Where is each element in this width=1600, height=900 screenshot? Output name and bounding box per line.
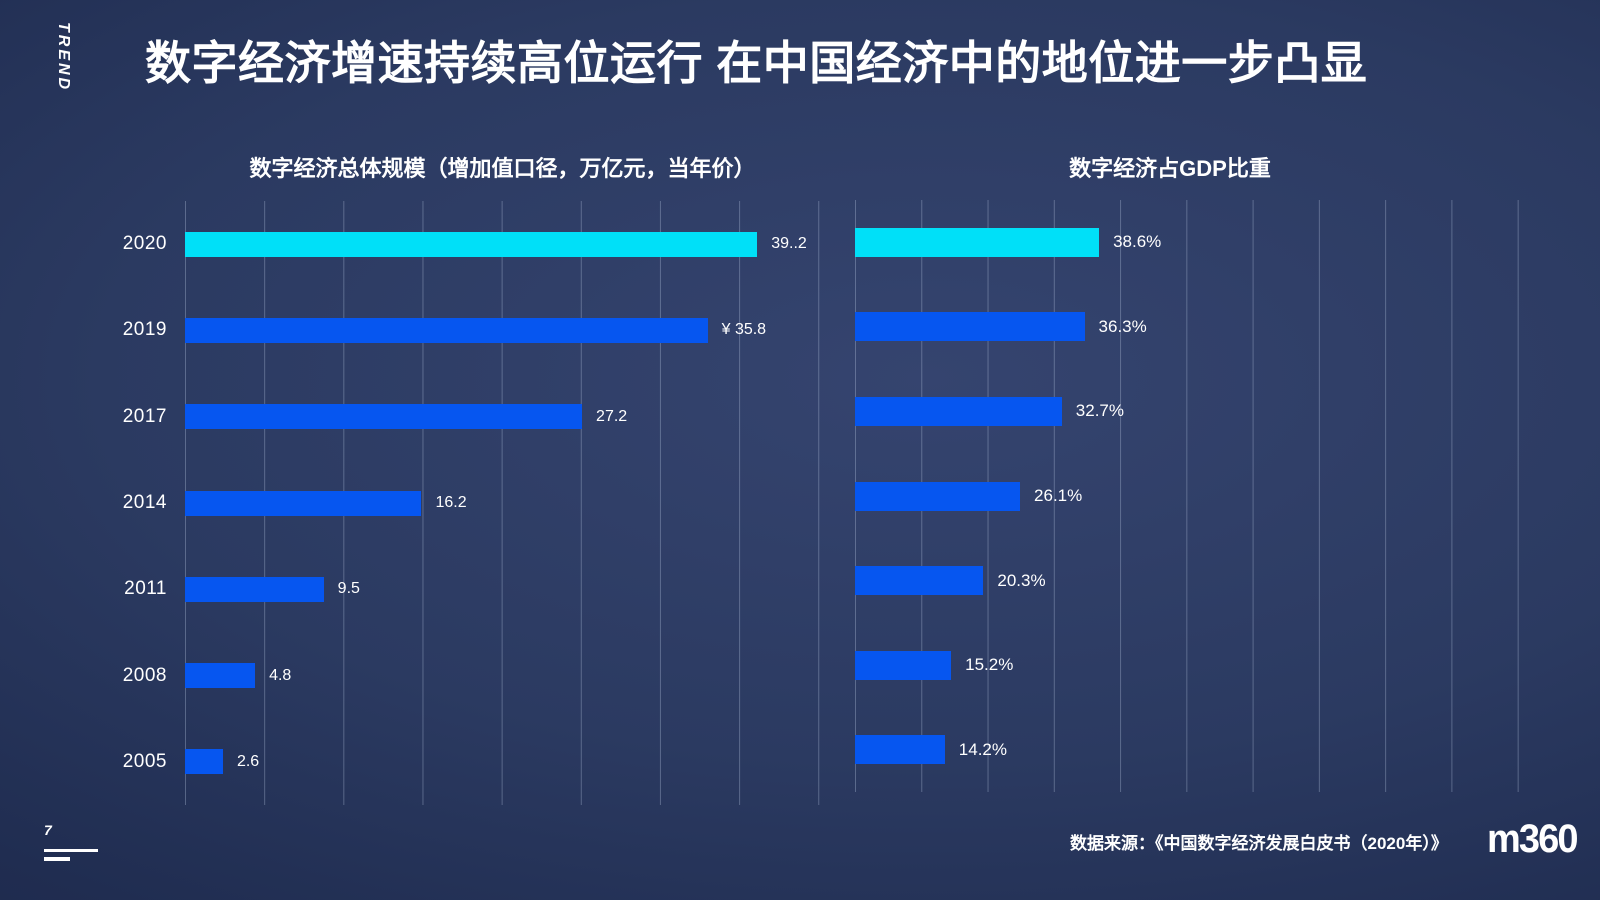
bar-2020 [855, 227, 1100, 257]
bar-2017 [185, 404, 583, 430]
bar-2011 [185, 576, 324, 602]
bar-row-2017: 2017 27.2 [123, 374, 820, 460]
page-number: 7 [44, 822, 52, 838]
bar-2011 [855, 566, 984, 596]
bar-row-2008: 2008 4.8 [123, 632, 820, 718]
value-label-2019: 36.3% [1098, 316, 1147, 336]
bar-2020 [185, 231, 758, 257]
gdp-share-chart: 38.6% 36.3% 32.7% 26.1% 20.3% 15.2% 14.2% [855, 200, 1519, 792]
value-label-2005: 2.6 [236, 752, 260, 770]
bar-2014 [185, 490, 422, 516]
digital-economy-scale-chart: 2020 39..2 2019 ¥ 35.8 2017 27.2 2014 16.2 2011 9… [123, 201, 820, 805]
bar-row-2005: 14.2% [855, 708, 1519, 793]
bar-2019 [855, 312, 1085, 342]
bar-row-2014: 26.1% [855, 454, 1519, 539]
bar-row-2008: 15.2% [855, 623, 1519, 708]
left-chart-title: 数字经济总体规模（增加值口径，万亿元，当年价） [249, 156, 756, 181]
value-label-2019: ¥ 35.8 [721, 321, 767, 339]
bar-2005 [855, 735, 945, 765]
bar-row-2014: 2014 16.2 [123, 460, 820, 546]
value-label-2020: 38.6% [1113, 232, 1162, 252]
bar-2008 [185, 663, 256, 689]
bar-row-2011: 20.3% [855, 538, 1519, 623]
bar-2008 [855, 650, 952, 680]
bar-row-2020: 2020 39..2 [123, 201, 820, 287]
value-label-2014: 16.2 [435, 494, 467, 512]
m360-logo: m360 [1487, 817, 1579, 861]
footer-line-short [44, 857, 70, 861]
trend-side-label: TREND [54, 22, 72, 92]
category-label-2014: 2014 [122, 492, 167, 514]
bar-row-2017: 32.7% [855, 369, 1519, 454]
value-label-2014: 26.1% [1034, 486, 1083, 506]
bar-2005 [185, 749, 223, 775]
slide-title: 数字经济增速持续高位运行 在中国经济中的地位进一步凸显 [145, 37, 1368, 89]
bar-row-2020: 38.6% [855, 200, 1519, 285]
value-label-2017: 27.2 [596, 407, 628, 425]
bar-row-2011: 2011 9.5 [124, 546, 820, 632]
value-label-2017: 32.7% [1075, 401, 1124, 421]
category-label-2011: 2011 [124, 578, 167, 600]
bar-row-2005: 2005 2.6 [123, 719, 820, 805]
category-label-2020: 2020 [122, 233, 167, 255]
value-label-2011: 20.3% [997, 570, 1046, 590]
data-source-note: 数据来源：《中国数字经济发展白皮书（2020年）》 [1070, 834, 1448, 853]
bar-2019 [185, 317, 708, 343]
value-label-2005: 14.2% [958, 739, 1007, 759]
value-label-2008: 4.8 [269, 666, 292, 684]
trend-side-label-text: TREND [55, 22, 72, 93]
category-label-2019: 2019 [122, 319, 167, 341]
right-chart-title: 数字经济占GDP比重 [1069, 156, 1271, 181]
footer-line-long [44, 849, 98, 852]
category-label-2008: 2008 [122, 664, 167, 686]
value-label-2008: 15.2% [965, 655, 1014, 675]
bar-2014 [855, 481, 1021, 511]
bar-2017 [855, 396, 1062, 426]
value-label-2020: 39..2 [771, 235, 807, 253]
bar-row-2019: 2019 ¥ 35.8 [123, 287, 820, 373]
bar-row-2019: 36.3% [855, 285, 1519, 370]
value-label-2011: 9.5 [337, 580, 360, 598]
category-label-2017: 2017 [122, 405, 167, 427]
category-label-2005: 2005 [122, 750, 167, 772]
